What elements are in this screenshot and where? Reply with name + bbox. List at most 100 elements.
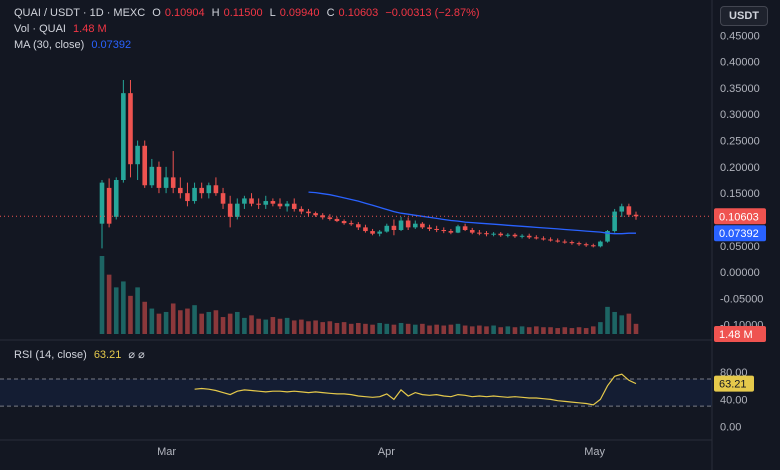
volume-bar [199,313,204,334]
last-price-badge: 0.10603 [719,211,759,223]
candle-body [434,228,439,230]
volume-label: Vol · QUAI [14,23,66,35]
candle-body [534,237,539,239]
candle-body [541,238,546,240]
volume-bar [619,315,625,334]
volume-bar [598,322,603,334]
candle-body [348,223,354,225]
volume-bar [562,327,568,334]
volume-legend: Vol · QUAI 1.48 M [14,23,111,35]
price-tick-label: 0.45000 [720,30,760,42]
volume-bar [398,322,404,334]
volume-bar [220,317,226,334]
candle-body [220,193,226,204]
volume-bar [291,320,297,334]
volume-bar [534,326,539,334]
change-value: −0.00313 (−2.87%) [385,7,480,19]
candle-body [505,234,511,236]
candle-body [420,223,425,228]
volume-bar [99,256,105,334]
volume-bar [320,322,326,334]
high-value: 0.11500 [223,7,263,19]
price-tick-label: -0.05000 [720,293,763,305]
volume-bar [327,321,333,334]
volume-bar [370,324,375,334]
volume-bar [299,319,304,334]
volume-bar [469,326,475,334]
candle-body [548,239,553,241]
candle-body [149,166,155,186]
candle-body [192,187,197,202]
price-tick-label: 0.00000 [720,267,760,279]
candle-body [384,225,390,232]
volume-badge: 1.48 M [719,329,753,341]
currency-button[interactable]: USDT [720,6,768,26]
candle-body [327,217,333,219]
rsi-value: 63.21 [93,349,122,361]
rsi-tick-label: 0.00 [720,422,741,434]
candle-body [391,225,397,230]
volume-bar [633,323,639,334]
volume-bar [277,318,283,334]
volume-bar [121,281,126,334]
volume-bar [363,323,368,334]
candle-body [455,226,461,233]
volume-bar [149,308,155,334]
volume-bar [605,306,610,334]
candle-body [469,230,475,233]
volume-bar [462,325,468,334]
volume-bar [234,311,240,334]
volume-bar [242,317,247,334]
volume-bar [569,328,575,334]
volume-bar [356,322,361,334]
candle-body [99,182,105,224]
low-value: 0.09940 [279,7,320,19]
price-tick-label: 0.25000 [720,136,760,148]
candle-body [462,226,468,230]
volume-bar [491,325,496,334]
volume-bar [626,313,632,334]
volume-bar [163,311,169,334]
volume-bar [583,328,589,334]
volume-bar [249,315,254,334]
candle-body [341,221,347,224]
candle-body [555,240,560,242]
rsi-value-badge: 63.21 [719,379,747,391]
candle-body [249,198,254,204]
volume-bar [106,274,112,334]
candle-body [569,242,575,244]
candle-body [334,218,340,222]
volume-bar [405,323,411,334]
volume-bar [498,327,504,334]
volume-bar [477,325,482,334]
candle-body [242,198,247,204]
candle-body [277,203,283,207]
time-tick-label: May [584,446,605,458]
candle-body [576,243,582,245]
ma-value-badge-bg [714,225,766,242]
volume-bar [334,322,340,334]
ma-value-badge: 0.07392 [719,228,759,240]
candle-body [256,203,261,205]
candle-body [370,231,375,234]
candle-body [170,177,176,188]
ma30-line [308,191,636,235]
price-tick-label: 0.20000 [720,162,760,174]
eye-icon[interactable]: ⌀ ⌀ [128,349,145,361]
last-price-badge-bg [714,208,766,225]
volume-bar [590,326,596,334]
volume-bar [519,326,525,334]
close-label: C [326,7,335,19]
candle-body [491,233,496,235]
volume-bar [441,325,447,334]
volume-bar [348,323,354,334]
candle-body [590,245,596,247]
ma-legend: MA (30, close) 0.07392 [14,39,135,51]
candle-body [633,214,639,217]
candle-body [163,177,169,188]
rsi-label: RSI (14, close) [14,349,87,361]
candle-body [121,93,126,180]
volume-bar [434,324,439,334]
volume-bar [170,303,176,334]
